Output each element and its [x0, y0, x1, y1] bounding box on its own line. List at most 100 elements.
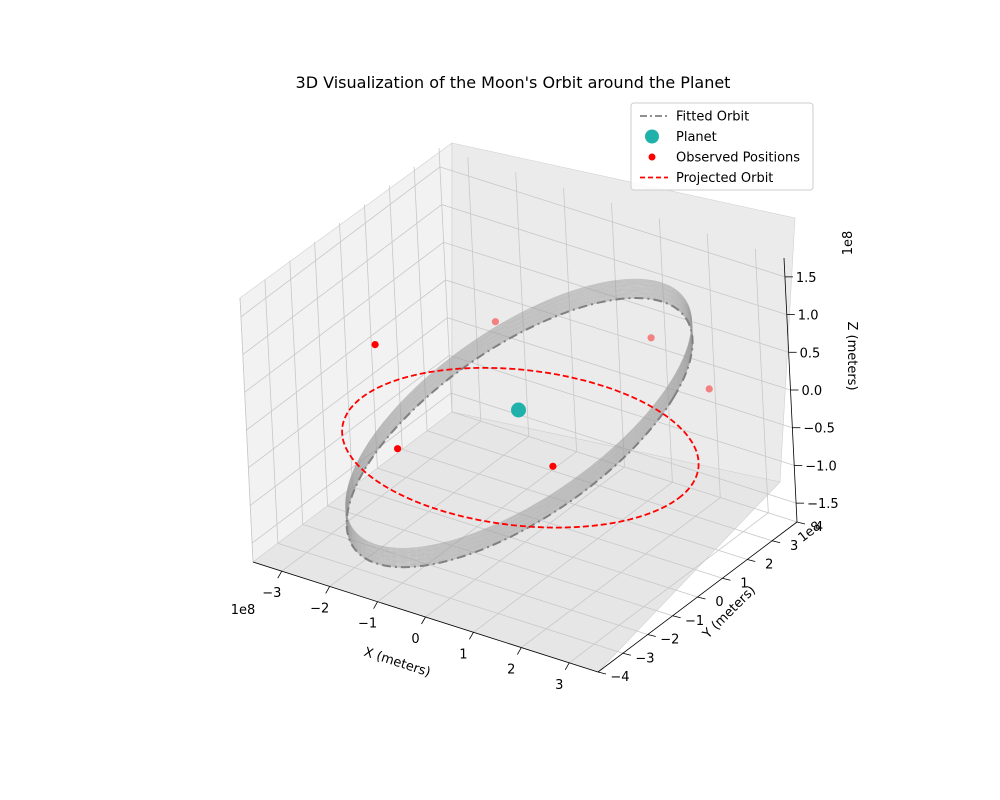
x-tick-mark-6 — [564, 662, 570, 671]
observed-position-point-4 — [549, 462, 557, 470]
grid-line-z-5 — [242, 204, 787, 355]
x-tick-label-4: 1 — [459, 647, 467, 662]
y-axis-label: Y (meters) — [699, 583, 758, 642]
surface-ring-2 — [346, 295, 693, 566]
surface-ring-21 — [345, 278, 693, 549]
z-tick-label-5: 1.0 — [798, 309, 819, 324]
grid-line-y-2 — [289, 260, 648, 635]
y-tick-mark-0 — [597, 671, 607, 675]
grid-line-z-3 — [246, 279, 791, 431]
axes-panes — [239, 142, 796, 673]
observed-position-point-2 — [647, 334, 655, 342]
legend-label-0: Fitted Orbit — [676, 110, 749, 125]
surface-ring-18 — [345, 281, 693, 552]
x-tick-mark-0 — [277, 570, 283, 579]
x-offset-label: 1e8 — [231, 603, 256, 618]
surface-ring-3 — [346, 294, 693, 565]
y-tick-mark-4 — [697, 596, 706, 600]
x-tick-label-3: 0 — [411, 632, 419, 647]
z-offset-label: 1e8 — [841, 231, 856, 256]
z-tick-label-6: 1.5 — [796, 271, 817, 286]
observed-position-point-5 — [394, 445, 402, 453]
x-tick-label-5: 2 — [507, 663, 515, 678]
surface-ring-12 — [345, 286, 693, 557]
fitted-orbit-line — [345, 296, 694, 569]
grid-line-y-5 — [364, 204, 723, 579]
tick-labels: −3 −2 −1 0 1 2 3 −4 −3 −2 −1 0 1 2 3 4 −1.5 −1.0 −0.5 0.0 0.… — [262, 271, 838, 693]
z-tick-label-0: −1.5 — [807, 497, 839, 512]
fitted-orbit-surface — [345, 278, 694, 569]
legend-swatch-1 — [645, 129, 659, 144]
grid-line-z-4 — [244, 241, 789, 393]
surface-ring-17 — [345, 282, 693, 553]
y-tick-label-4: 0 — [715, 595, 723, 610]
x-tick-mark-1 — [325, 586, 331, 594]
x-tick-mark-4 — [469, 632, 474, 640]
x-tick-label-2: −1 — [358, 617, 377, 632]
z-axis-label: Z (meters) — [844, 321, 859, 390]
y-tick-label-8: 4 — [815, 520, 823, 535]
surface-ring-14 — [345, 285, 693, 556]
z-tick-label-2: −0.5 — [803, 422, 835, 437]
y-tick-label-7: 3 — [790, 539, 798, 554]
surface-ring-5 — [345, 293, 693, 564]
legend-label-2: Observed Positions — [676, 151, 800, 166]
y-tick-label-3: −1 — [685, 614, 704, 629]
surface-ring-6 — [345, 292, 693, 563]
surface-ring-15 — [345, 284, 693, 555]
y-tick-mark-2 — [647, 634, 656, 637]
surface-ring-10 — [345, 288, 693, 559]
surface-ring-16 — [345, 283, 693, 554]
grid-line-z-0 — [251, 392, 797, 544]
x-tick-label-6: 3 — [555, 678, 563, 693]
legend-box — [630, 102, 814, 191]
y-tick-mark-3 — [672, 615, 681, 619]
y-tick-label-5: 1 — [740, 576, 748, 591]
x-tick-label-0: −3 — [262, 586, 281, 601]
grid-line-z-1 — [249, 354, 795, 506]
surface-ring-20 — [345, 279, 693, 550]
legend-label-1: Planet — [676, 130, 717, 145]
grid-line-y-3 — [314, 241, 673, 617]
legend-label-3: Projected Orbit — [676, 171, 773, 186]
grid-line-y-8 — [438, 147, 798, 523]
surface-ring-4 — [345, 293, 693, 565]
y-tick-mark-6 — [747, 559, 756, 562]
x-axis-label: X (meters) — [362, 645, 432, 681]
chart-title: 3D Visualization of the Moon's Orbit aro… — [296, 73, 731, 92]
surface-ring-13 — [345, 285, 693, 557]
y-tick-label-2: −2 — [660, 633, 679, 648]
y-tick-mark-7 — [772, 540, 781, 544]
x-tick-mark-3 — [421, 616, 426, 625]
planet-point — [511, 402, 526, 418]
legend-swatch-2 — [648, 153, 656, 161]
x-tick-label-1: −2 — [310, 601, 329, 616]
surface-ring-19 — [345, 280, 693, 551]
z-tick-label-1: −1.0 — [805, 459, 837, 474]
grid-line-y-6 — [388, 185, 748, 560]
y-tick-mark-8 — [796, 521, 806, 525]
grid-line-y-1 — [264, 279, 624, 654]
z-tick-label-4: 0.5 — [800, 346, 821, 361]
chart-marks — [341, 318, 713, 529]
surface-ring-7 — [345, 291, 693, 562]
surface-ring-8 — [345, 290, 693, 561]
surface-ring-11 — [345, 287, 693, 558]
surface-ring-9 — [345, 289, 693, 560]
legend: Fitted Orbit Planet Observed Positions Proj… — [630, 102, 814, 191]
observed-position-point-1 — [491, 318, 499, 326]
grid-line-y-7 — [413, 166, 773, 542]
observed-position-point-0 — [371, 341, 379, 349]
observed-position-point-3 — [705, 385, 713, 393]
y-tick-label-1: −3 — [635, 651, 654, 666]
x-tick-mark-5 — [516, 647, 522, 655]
x-tick-mark-2 — [373, 601, 378, 609]
z-tick-label-3: 0.0 — [802, 384, 823, 399]
projected-orbit-line — [341, 366, 700, 529]
grid-line-z-6 — [240, 166, 786, 318]
y-tick-mark-1 — [622, 652, 631, 656]
y-tick-mark-5 — [722, 577, 731, 581]
y-tick-label-0: −4 — [610, 670, 629, 685]
grid-lines — [239, 147, 798, 673]
